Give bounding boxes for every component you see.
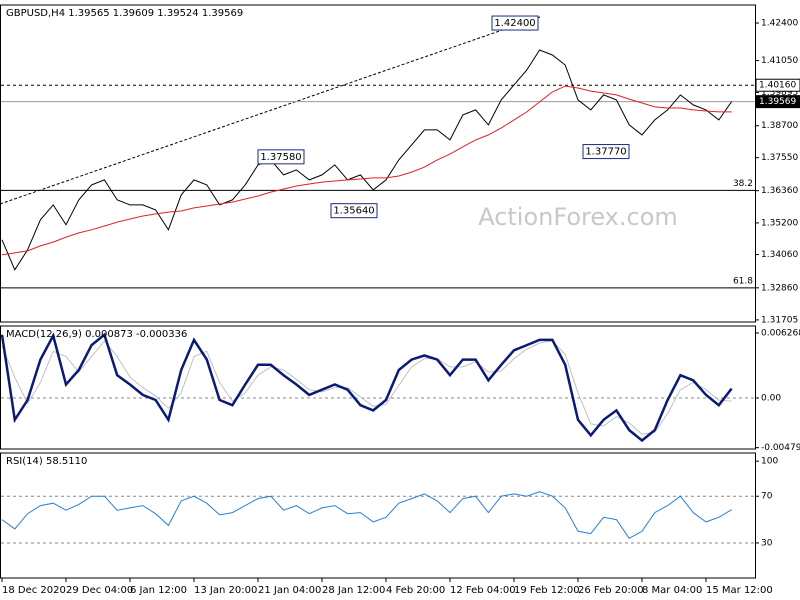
series-line: [1, 491, 732, 539]
price-label-box: [755, 78, 800, 92]
x-tick-label: 28 Jan 12:00: [322, 585, 385, 596]
series-line: [1, 85, 732, 256]
panel-title: GBPUSD,H4 1.39565 1.39609 1.39524 1.3956…: [6, 8, 243, 19]
annotation-label: 1.35640: [333, 206, 374, 217]
x-tick-label: 6 Jan 12:00: [130, 585, 187, 596]
x-tick-label: 12 Feb 04:00: [450, 585, 516, 596]
x-tick-label: 21 Jan 04:00: [258, 585, 321, 596]
y-tick-label: 1.42400: [761, 19, 798, 29]
watermark: ActionForex.com: [478, 203, 678, 231]
price-label: 1.39569: [759, 97, 796, 107]
y-tick-label: -0.004793: [761, 443, 800, 453]
panel: [0, 452, 756, 579]
annotation-box: [582, 144, 630, 160]
panel-title: MACD(12,26,9) 0.000873 -0.000336: [6, 329, 187, 340]
series-line: [1, 49, 733, 271]
y-tick-label: 1.36360: [761, 186, 798, 196]
y-tick-label: 100: [761, 457, 778, 467]
y-tick-label: 0.00: [761, 393, 781, 403]
x-tick-label: 15 Mar 12:00: [706, 585, 773, 596]
panel: [0, 325, 756, 450]
y-tick-label: 1.34060: [761, 250, 798, 260]
y-tick-label: 30: [761, 538, 773, 548]
x-tick-label: 4 Feb 20:00: [386, 585, 445, 596]
x-tick-label: 13 Jan 20:00: [194, 585, 257, 596]
panel-title: RSI(14) 58.5110: [6, 456, 87, 467]
x-tick-label: 19 Feb 12:00: [514, 585, 580, 596]
y-tick-label: 1.35200: [761, 218, 798, 228]
y-tick-label: 0.006268: [761, 328, 800, 338]
x-tick-label: 18 Dec 2020: [2, 585, 66, 596]
annotation-box: [330, 203, 378, 219]
y-tick-label: 1.32860: [761, 283, 798, 293]
annotation-box: [491, 15, 539, 31]
y-tick-label: 1.31705: [761, 315, 798, 325]
annotation-box: [257, 149, 305, 165]
y-tick-label: 1.39895: [761, 88, 798, 98]
y-tick-label: 1.37550: [761, 153, 798, 163]
y-tick-label: 70: [761, 492, 773, 502]
y-tick-label: 1.41050: [761, 56, 798, 66]
x-tick-label: 8 Mar 04:00: [642, 585, 702, 596]
fib-label: 38.2: [733, 179, 753, 189]
y-tick-label: 1.38700: [761, 121, 798, 131]
series-line: [0, 332, 733, 443]
price-label-box: [755, 95, 800, 109]
annotation-label: 1.37770: [585, 147, 626, 158]
annotation-label: 1.37580: [260, 152, 301, 163]
series-line: [1, 340, 732, 435]
x-tick-label: 29 Dec 04:00: [66, 585, 133, 596]
x-tick-label: 26 Feb 20:00: [578, 585, 644, 596]
fib-label: 61.8: [733, 276, 753, 286]
price-label: 1.40160: [759, 81, 796, 91]
trend-line: [0, 16, 541, 205]
panel: [0, 4, 756, 323]
annotation-label: 1.42400: [494, 18, 535, 29]
